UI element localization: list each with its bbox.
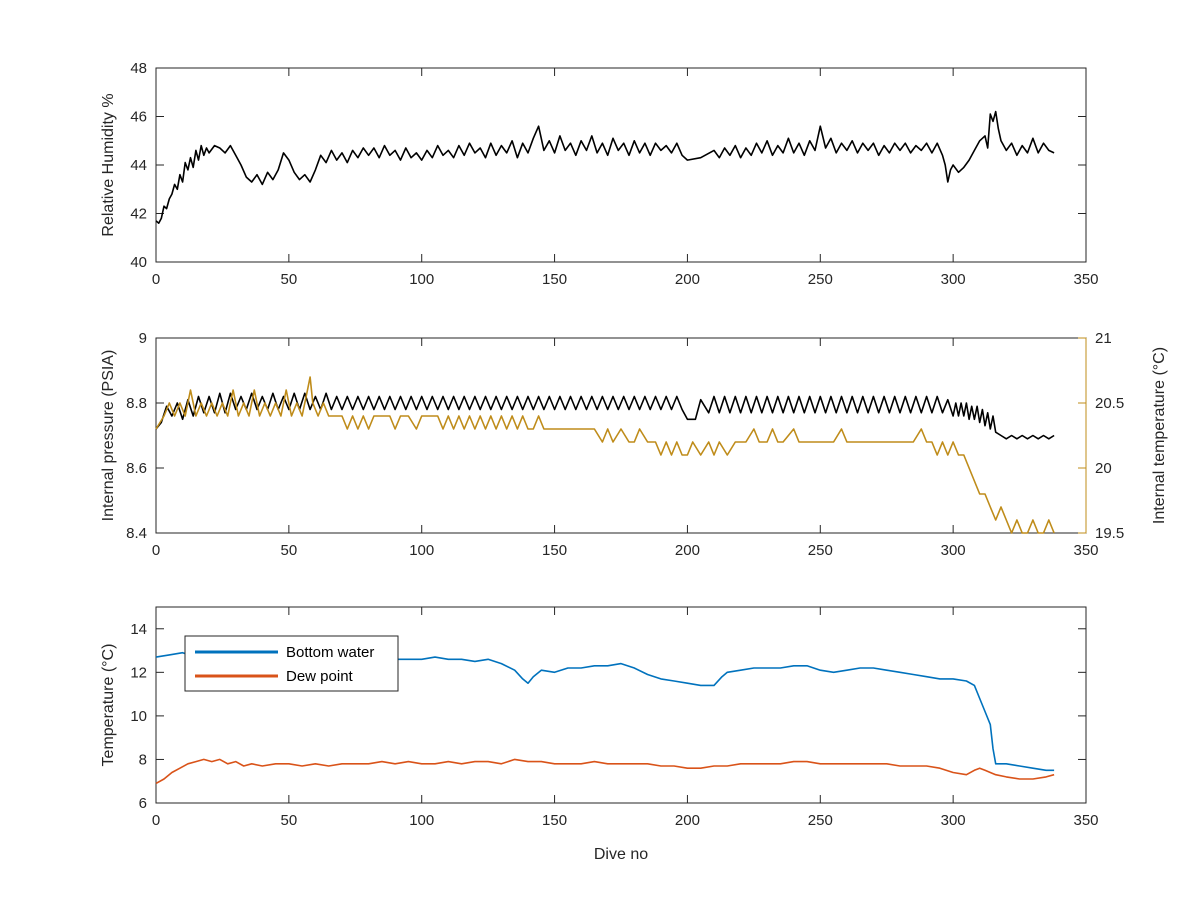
axes-box	[155, 67, 1087, 263]
y-tick-label: 42	[130, 206, 147, 223]
y-axis-label: Internal pressure (PSIA)	[100, 350, 117, 522]
humidity-plot: 0 50 100 150 200 250 300 350 40 42 44 46 48 Relative …	[100, 60, 1099, 288]
x-tick-label: 200	[675, 812, 700, 829]
y-tick-label: 12	[130, 664, 147, 681]
y-tick-label: 8.4	[126, 525, 147, 542]
x-tick-label: 200	[675, 271, 700, 288]
y-axis-label: Relative Humidity %	[100, 93, 117, 236]
y-tick-label: 40	[130, 254, 147, 271]
x-tick-label: 250	[808, 542, 833, 559]
y-tick-label: 14	[130, 621, 147, 638]
x-tick-label: 50	[281, 271, 298, 288]
x-tick-label: 300	[941, 542, 966, 559]
x-tick-label: 350	[1073, 271, 1098, 288]
series-line-0	[155, 392, 1055, 440]
x-tick-label: 150	[542, 812, 567, 829]
y-tick-label: 48	[130, 60, 147, 77]
y-tick-label: 9	[139, 330, 147, 347]
x-tick-label: 0	[152, 542, 160, 559]
y2-tick-label: 20	[1095, 460, 1112, 477]
y-axis-label: Temperature (°C)	[100, 644, 117, 767]
x-tick-label: 250	[808, 812, 833, 829]
series-line-1	[155, 758, 1055, 785]
y-tick-label: 6	[139, 795, 147, 812]
x-tick-label: 50	[281, 542, 298, 559]
y2-tick-label: 20.5	[1095, 395, 1124, 412]
y-tick-label: 8.6	[126, 460, 147, 477]
x-tick-label: 200	[675, 542, 700, 559]
legend-entry-0: Bottom water	[286, 644, 374, 661]
x-tick-label: 100	[409, 542, 434, 559]
y-tick-label: 8	[139, 751, 147, 768]
x-tick-label: 150	[542, 271, 567, 288]
legend: Bottom water Dew point	[184, 635, 399, 692]
y2-axis-label: Internal temperature (°C)	[1151, 347, 1168, 524]
temperature-plot: 0 50 100 150 200 250 300 350 6 8 10 12 14 Temperature…	[100, 606, 1099, 863]
y-tick-label: 46	[130, 109, 147, 126]
x-tick-label: 250	[808, 271, 833, 288]
x-tick-label: 350	[1073, 542, 1098, 559]
pressure-temperature-plot: 0 50 100 150 200 250 300 350 8.4 8.6 8.8 9 19.5 20 20.…	[100, 330, 1168, 559]
y2-tick-label: 19.5	[1095, 525, 1124, 542]
series-line-1	[155, 376, 1055, 534]
x-tick-label: 0	[152, 271, 160, 288]
x-tick-label: 0	[152, 812, 160, 829]
x-tick-label: 100	[409, 812, 434, 829]
x-tick-label: 350	[1073, 812, 1098, 829]
x-tick-label: 300	[941, 812, 966, 829]
axes-box	[155, 337, 1087, 534]
series-line-0	[155, 110, 1055, 224]
x-tick-label: 100	[409, 271, 434, 288]
y2-tick-label: 21	[1095, 330, 1112, 347]
y-tick-label: 8.8	[126, 395, 147, 412]
x-axis-label: Dive no	[594, 846, 648, 863]
legend-box	[184, 635, 399, 692]
x-tick-label: 150	[542, 542, 567, 559]
y-tick-label: 44	[130, 157, 147, 174]
x-tick-label: 50	[281, 812, 298, 829]
x-tick-label: 300	[941, 271, 966, 288]
y-tick-label: 10	[130, 708, 147, 725]
legend-entry-1: Dew point	[286, 668, 354, 685]
